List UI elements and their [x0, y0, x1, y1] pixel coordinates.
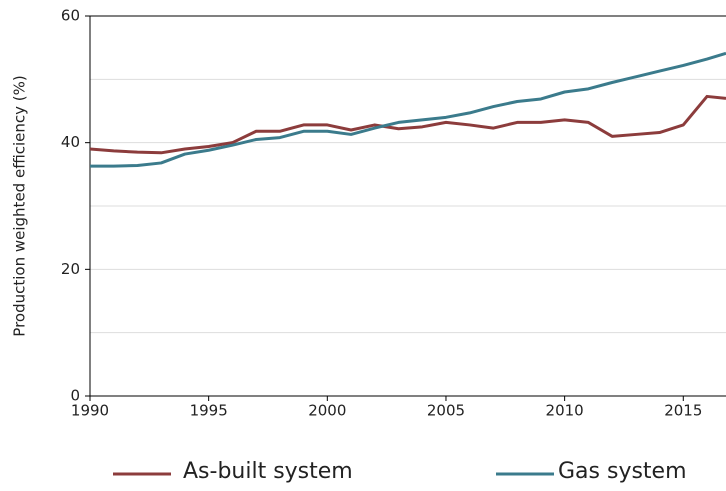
x-tick-label: 2015: [664, 402, 702, 420]
legend-label: Gas system: [558, 459, 687, 484]
y-tick-label: 60: [61, 7, 80, 25]
y-tick-label: 0: [70, 387, 80, 405]
series-line: [90, 51, 726, 168]
y-tick-label: 20: [61, 260, 80, 278]
series-line: [90, 94, 726, 155]
legend-label: As-built system: [183, 459, 353, 484]
x-tick-label: 2000: [308, 402, 346, 420]
x-tick-label: 1990: [71, 402, 109, 420]
x-tick-label: 1995: [190, 402, 228, 420]
x-tick-label: 2005: [427, 402, 465, 420]
y-axis-label: Production weighted efficiency (%): [11, 75, 29, 336]
x-tick-label: 2010: [546, 402, 584, 420]
y-tick-label: 40: [61, 133, 80, 151]
